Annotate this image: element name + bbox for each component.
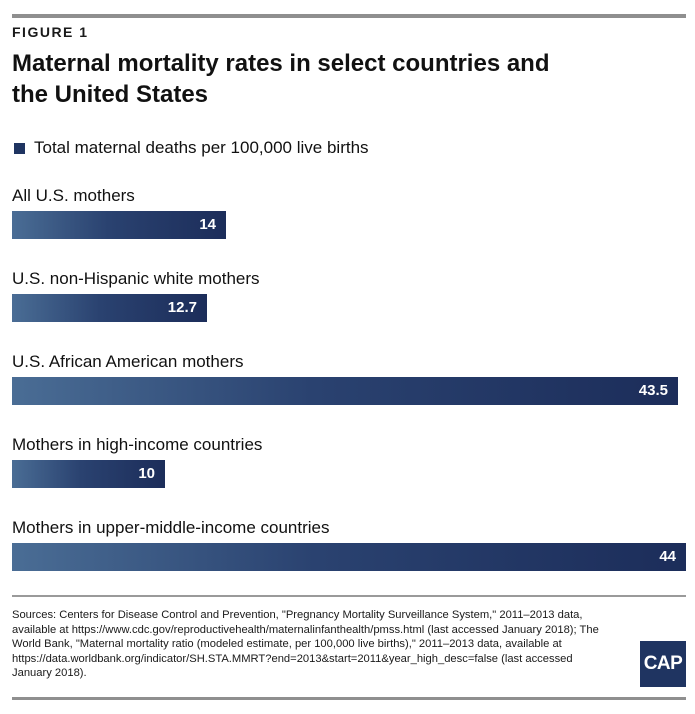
legend-swatch	[14, 142, 25, 154]
bar: 44	[12, 543, 686, 571]
cap-logo: CAP	[640, 641, 686, 687]
category-label: U.S. non-Hispanic white mothers	[12, 269, 260, 288]
category-label: U.S. African American mothers	[12, 352, 244, 371]
bar-value-label: 10	[138, 465, 155, 482]
bar: 10	[12, 460, 165, 488]
chart-title: Maternal mortality rates in select count…	[12, 50, 550, 108]
category-label: Mothers in high-income countries	[12, 435, 263, 454]
bar-value-label: 43.5	[638, 382, 668, 399]
bar: 43.5	[12, 377, 678, 405]
figure-label: FIGURE 1	[12, 24, 89, 40]
category-label: Mothers in upper-middle-income countries	[12, 518, 330, 537]
bar: 12.7	[12, 294, 207, 322]
bar-value-label: 14	[199, 216, 216, 233]
top-rule	[12, 14, 686, 18]
legend-label: Total maternal deaths per 100,000 live b…	[34, 138, 369, 157]
bar-value-label: 44	[659, 548, 676, 565]
bottom-rule	[12, 697, 686, 700]
sources-note: Sources: Centers for Disease Control and…	[12, 609, 599, 679]
legend: Total maternal deaths per 100,000 live b…	[14, 138, 369, 158]
bar-value-label: 12.7	[167, 299, 197, 316]
bar: 14	[12, 211, 226, 239]
category-label: All U.S. mothers	[12, 186, 135, 205]
divider-rule	[12, 595, 686, 597]
